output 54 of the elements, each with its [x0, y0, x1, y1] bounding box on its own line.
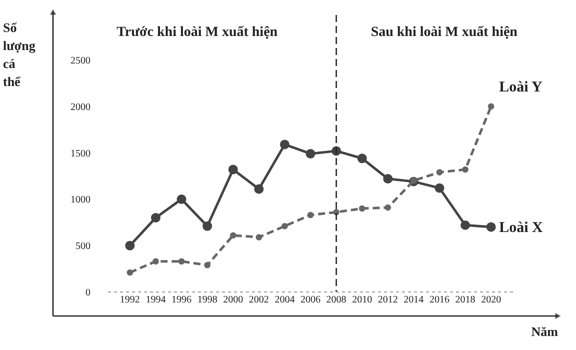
- x-tick-label: 1996: [172, 294, 192, 306]
- point: [383, 174, 393, 184]
- x-axis-title: Năm: [531, 324, 558, 339]
- point: [126, 269, 134, 276]
- point: [488, 103, 494, 110]
- x-tick-label: 2004: [274, 294, 295, 306]
- point: [202, 221, 212, 231]
- point: [460, 220, 470, 230]
- point: [486, 222, 496, 232]
- point: [254, 184, 264, 194]
- point: [256, 234, 262, 240]
- point: [150, 213, 160, 222]
- point: [152, 258, 159, 265]
- point: [434, 183, 444, 193]
- x-tick-label: 2008: [326, 294, 346, 306]
- y-tick-label: 2000: [70, 102, 90, 113]
- y-tick-label: 0: [86, 288, 90, 298]
- x-tick-label: 2000: [223, 294, 244, 306]
- point: [462, 166, 468, 173]
- point: [306, 148, 316, 158]
- x-tick-label: 1998: [197, 294, 218, 306]
- x-tick-label: 2016: [429, 294, 450, 306]
- point: [280, 140, 290, 150]
- x-tick-label: 2002: [248, 294, 269, 306]
- point: [204, 262, 210, 268]
- x-tick-label: 2006: [300, 294, 320, 306]
- y-axis-title: Số lượng cá thể: [3, 20, 36, 89]
- x-tick-label: 1992: [120, 294, 140, 306]
- x-tick-label: 2018: [455, 294, 476, 306]
- point: [357, 154, 367, 164]
- x-tick-label: 2010: [352, 294, 372, 306]
- x-tick-label: 1994: [146, 294, 166, 306]
- y-tick-label: 2500: [70, 56, 90, 66]
- point: [228, 164, 238, 174]
- x-tick-label: 2014: [404, 294, 424, 306]
- point: [384, 204, 392, 211]
- point: [282, 222, 288, 230]
- point: [307, 212, 314, 218]
- series-label: Loài Y: [499, 79, 542, 96]
- text: Trước khi loài M xuất hiện: [116, 25, 278, 40]
- point: [358, 205, 366, 212]
- point: [410, 177, 417, 184]
- y-tick-label: 1500: [70, 148, 90, 160]
- y-tick-label: 500: [76, 241, 90, 252]
- y-tick-label: 1000: [70, 194, 90, 206]
- x-tick-label: 2012: [378, 294, 398, 306]
- point: [125, 240, 135, 250]
- x-tick-label: 2020: [481, 294, 502, 306]
- text: Sau khi loài M xuất hiện: [370, 25, 518, 40]
- series-label: Loài X: [499, 220, 543, 236]
- point: [178, 258, 185, 265]
- point: [176, 194, 186, 204]
- point: [436, 169, 443, 176]
- point: [230, 232, 236, 239]
